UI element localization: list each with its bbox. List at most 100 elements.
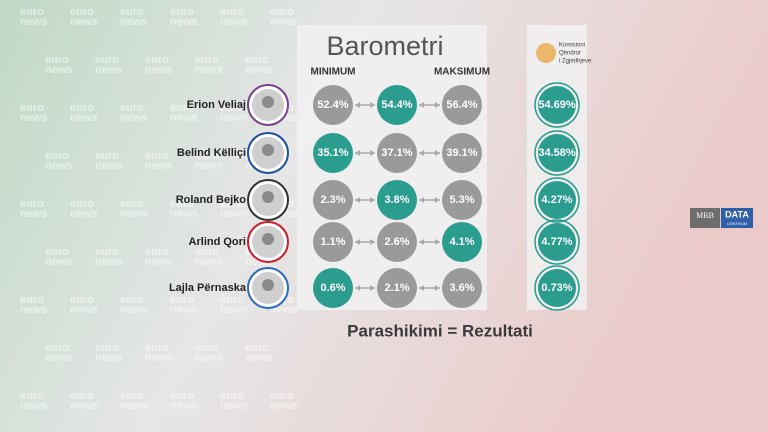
rows: Erion Veliaj 52.4% 54.4% 56.4% 54.69% Belind … xyxy=(169,82,580,311)
watermark: news xyxy=(270,400,298,412)
watermark: euro xyxy=(195,54,219,66)
result-circle xyxy=(538,134,576,172)
watermark: euro xyxy=(170,102,194,114)
watermark: euro xyxy=(45,54,69,66)
watermark: news xyxy=(170,16,198,28)
watermark: euro xyxy=(70,390,94,402)
watermark: news xyxy=(20,16,48,28)
watermark: euro xyxy=(45,150,69,162)
value-circle xyxy=(377,268,417,308)
value-label: 4.1% xyxy=(449,236,474,248)
watermark: euro xyxy=(120,198,144,210)
watermark: news xyxy=(245,64,273,76)
watermark: news xyxy=(220,16,248,28)
watermark: news xyxy=(70,400,98,412)
watermark: euro xyxy=(170,294,194,306)
col-max: MAKSIMUM xyxy=(434,67,490,78)
value-label: 0.6% xyxy=(320,282,345,294)
watermark: euro xyxy=(70,6,94,18)
value-circle xyxy=(313,268,353,308)
value-label: 2.3% xyxy=(320,194,345,206)
watermark: news xyxy=(120,208,148,220)
watermark: news xyxy=(45,64,73,76)
badge xyxy=(721,208,753,228)
value-circle xyxy=(442,222,482,262)
watermark: euro xyxy=(170,198,194,210)
result-ring xyxy=(534,265,580,311)
watermark: euro xyxy=(170,6,194,18)
logo-text: Qëndror xyxy=(559,51,581,57)
watermark: news xyxy=(70,112,98,124)
watermark: news xyxy=(195,160,223,172)
watermark: news xyxy=(145,256,173,268)
watermark: euro xyxy=(70,102,94,114)
watermark: euro xyxy=(120,294,144,306)
value-label: 1.1% xyxy=(320,236,345,248)
value-circle xyxy=(377,85,417,125)
watermark: euro xyxy=(220,390,244,402)
value-circle xyxy=(442,180,482,220)
watermark: news xyxy=(170,400,198,412)
watermark: euro xyxy=(145,246,169,258)
candidate-name: Roland Bejko xyxy=(176,194,247,206)
watermark: news xyxy=(20,304,48,316)
candidate-name: Arlind Qori xyxy=(189,236,246,248)
watermark: euro xyxy=(220,198,244,210)
watermark: euro xyxy=(120,6,144,18)
value-label: 2.6% xyxy=(384,236,409,248)
watermark: news xyxy=(270,16,298,28)
arrow-head xyxy=(355,150,375,156)
watermark: euro xyxy=(220,102,244,114)
watermark: news xyxy=(120,16,148,28)
watermark: news xyxy=(120,304,148,316)
watermark: news xyxy=(195,256,223,268)
candidate-name: Erion Veliaj xyxy=(187,99,246,111)
value-label: 3.8% xyxy=(384,194,409,206)
badge-text: CENTRUM xyxy=(727,221,747,226)
col-min: MINIMUM xyxy=(311,67,356,78)
watermark: euro xyxy=(195,342,219,354)
result-ring xyxy=(534,177,580,223)
value-label: 3.6% xyxy=(449,282,474,294)
watermark: news xyxy=(245,352,273,364)
watermark: euro xyxy=(20,198,44,210)
badge xyxy=(690,208,720,228)
watermark: news xyxy=(145,352,173,364)
value-circle xyxy=(442,133,482,173)
watermark: news xyxy=(170,304,198,316)
result-label: 4.27% xyxy=(541,194,572,206)
watermark: euro xyxy=(20,6,44,18)
arrow-head xyxy=(419,285,440,291)
avatar-head xyxy=(262,144,274,156)
watermark: news xyxy=(95,64,123,76)
value-label: 5.3% xyxy=(449,194,474,206)
watermark: euro xyxy=(220,294,244,306)
watermark: euro xyxy=(220,6,244,18)
value-circle xyxy=(313,180,353,220)
watermark: news xyxy=(95,352,123,364)
watermark: news xyxy=(70,208,98,220)
value-circle xyxy=(313,133,353,173)
badge-text: MRB xyxy=(696,211,714,220)
value-label: 52.4% xyxy=(317,99,348,111)
arrow-head xyxy=(419,102,440,108)
watermark: news xyxy=(45,256,73,268)
value-circle xyxy=(377,180,417,220)
arrow-head xyxy=(419,239,440,245)
avatar-head xyxy=(262,233,274,245)
logo-text: Komisioni xyxy=(559,43,585,49)
result-ring xyxy=(534,130,580,176)
result-label: 4.77% xyxy=(541,236,572,248)
result-circle xyxy=(538,223,576,261)
value-circle xyxy=(442,268,482,308)
arrow-head xyxy=(355,285,375,291)
value-label: 56.4% xyxy=(446,99,477,111)
watermark: euro xyxy=(245,54,269,66)
title: Barometri xyxy=(326,31,443,61)
watermark: euro xyxy=(145,54,169,66)
watermark: euro xyxy=(20,390,44,402)
watermark: euro xyxy=(120,102,144,114)
watermark: news xyxy=(70,304,98,316)
value-circle xyxy=(442,85,482,125)
